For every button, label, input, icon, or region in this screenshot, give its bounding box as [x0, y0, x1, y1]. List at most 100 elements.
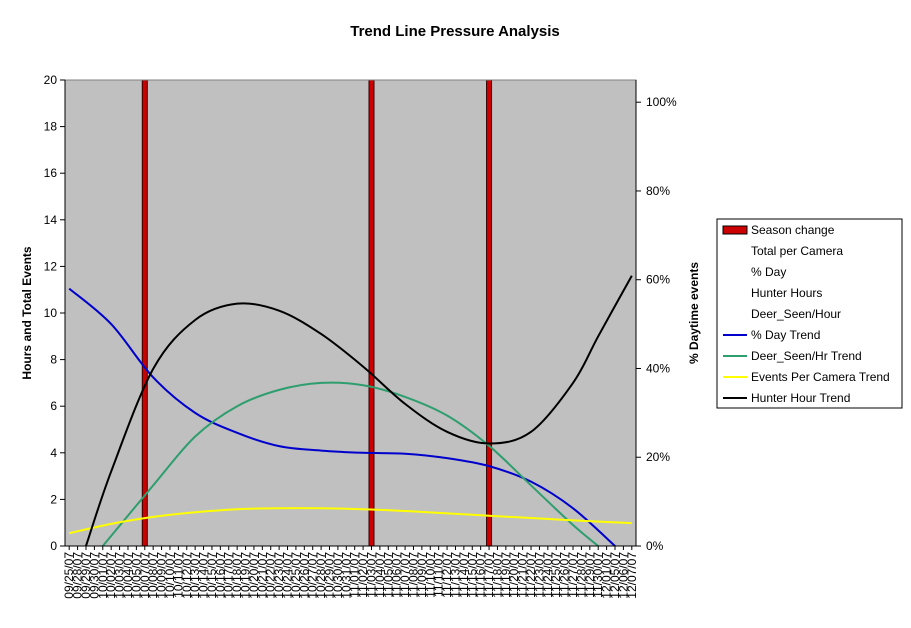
y-tick-label: 6: [50, 399, 57, 413]
y-tick-label: 20: [44, 73, 58, 87]
series-line-hunter-hour-trend: [85, 275, 633, 546]
y2-tick-label: 20%: [646, 450, 670, 464]
x-tick-label: 10/30/07: [331, 552, 345, 599]
y-tick-label: 10: [44, 306, 58, 320]
x-tick-label: 10/16/07: [213, 552, 227, 599]
x-tick-label: 10/18/07: [230, 552, 244, 599]
x-tick-label: 11/05/07: [381, 552, 395, 598]
x-tick-label: 10/19/07: [239, 552, 253, 599]
y2-tick-label: 80%: [646, 184, 670, 198]
legend-label-hunter-hour-trend: Hunter Hour Trend: [751, 391, 850, 405]
legend-label-events-per-camera-trend: Events Per Camera Trend: [751, 370, 890, 384]
x-tick-label: 10/26/07: [297, 552, 311, 599]
y-tick-label: 0: [50, 539, 57, 553]
x-tick-label: 11/03/07: [364, 552, 378, 598]
y-tick-label: 14: [44, 213, 58, 227]
x-tick-label: 11/20/07: [507, 552, 521, 598]
legend-label-season-change: Season change: [751, 223, 835, 237]
x-tick-label: 10/25/07: [289, 552, 303, 599]
x-tick-label: 09/25/07: [62, 552, 76, 599]
chart-title: Trend Line Pressure Analysis: [350, 23, 560, 40]
x-tick-label: 10/07/07: [138, 552, 152, 599]
x-tick-label: 10/20/07: [247, 552, 261, 599]
x-tick-label: 11/26/07: [558, 552, 572, 598]
x-tick-label: 12/06/07: [616, 552, 630, 599]
x-tick-label: 11/23/07: [532, 552, 546, 598]
x-tick-label: 10/21/07: [255, 552, 269, 599]
x-tick-label: 10/28/07: [314, 552, 328, 599]
x-tick-label: 10/15/07: [205, 552, 219, 599]
y2-tick-label: 60%: [646, 273, 670, 287]
y-tick-label: 8: [50, 353, 57, 367]
x-tick-label: 11/30/07: [591, 552, 605, 598]
x-tick-label: 11/17/07: [482, 552, 496, 598]
x-tick-label: 11/01/07: [348, 552, 362, 598]
season-change-bar: [141, 79, 148, 547]
x-tick-label: 10/02/07: [104, 552, 118, 599]
x-tick-label: 09/30/07: [87, 552, 101, 599]
x-tick-label: 10/11/07: [171, 552, 185, 598]
x-tick-label: 11/07/07: [398, 552, 412, 598]
series-line-deer-seen-hr-trend: [102, 381, 599, 546]
x-tick-label: 10/01/07: [96, 552, 110, 599]
x-tick-label: 09/29/07: [79, 552, 93, 599]
y2-axis-title: % Daytime events: [687, 262, 701, 364]
x-tick-label: 10/12/07: [180, 552, 194, 599]
legend-label--day-trend: % Day Trend: [751, 328, 820, 342]
x-tick-label: 10/17/07: [222, 552, 236, 599]
y-tick-label: 2: [50, 492, 57, 506]
series-line--day-trend: [68, 287, 616, 546]
y2-tick-label: 100%: [646, 95, 677, 109]
x-tick-label: 11/06/07: [390, 552, 404, 598]
x-tick-label: 11/10/07: [423, 552, 437, 598]
x-tick-label: 10/09/07: [155, 552, 169, 599]
series-line-events-per-camera-trend: [68, 507, 632, 535]
x-tick-label: 12/05/07: [608, 552, 622, 599]
legend-label-hunter-hours: Hunter Hours: [751, 286, 822, 300]
x-tick-label: 10/08/07: [146, 552, 160, 599]
legend-label-deer-seen-hour: Deer_Seen/Hour: [751, 307, 841, 321]
x-tick-label: 10/31/07: [339, 552, 353, 599]
y-tick-label: 16: [44, 166, 58, 180]
x-tick-label: 11/04/07: [373, 552, 387, 598]
legend-label-total-per-camera: Total per Camera: [751, 244, 843, 258]
x-tick-label: 11/12/07: [440, 552, 454, 598]
x-tick-label: 12/01/07: [600, 552, 614, 599]
y-tick-label: 18: [44, 120, 58, 134]
y2-tick-label: 40%: [646, 361, 670, 375]
legend-label--day: % Day: [751, 265, 786, 279]
x-tick-label: 10/14/07: [197, 552, 211, 599]
x-tick-label: 11/18/07: [490, 552, 504, 598]
x-tick-label: 11/08/07: [406, 552, 420, 598]
y-axis-title: Hours and Total Events: [20, 246, 34, 379]
y2-tick-label: 0%: [646, 539, 664, 553]
legend-swatch-season-change: [722, 225, 748, 235]
x-tick-label: 10/10/07: [163, 552, 177, 599]
x-tick-label: 11/15/07: [465, 552, 479, 598]
x-tick-label: 10/23/07: [272, 552, 286, 599]
x-tick-label: 10/04/07: [121, 552, 135, 599]
x-tick-label: 10/05/07: [129, 552, 143, 599]
x-tick-label: 11/29/07: [583, 552, 597, 598]
plot-area: [65, 80, 636, 546]
x-tick-label: 11/19/07: [499, 552, 513, 598]
x-tick-label: 11/02/07: [356, 552, 370, 598]
x-tick-label: 11/22/07: [524, 552, 538, 598]
x-tick-label: 11/13/07: [448, 552, 462, 598]
x-tick-label: 11/25/07: [549, 552, 563, 598]
x-tick-label: 10/27/07: [306, 552, 320, 599]
season-change-bar: [486, 79, 493, 547]
legend-label-deer-seen-hr-trend: Deer_Seen/Hr Trend: [751, 349, 862, 363]
season-change-bar: [368, 79, 375, 547]
x-tick-label: 11/14/07: [457, 552, 471, 598]
x-tick-label: 11/28/07: [574, 552, 588, 598]
x-tick-label: 10/29/07: [323, 552, 337, 599]
x-tick-label: 11/09/07: [415, 552, 429, 598]
x-tick-label: 10/24/07: [281, 552, 295, 599]
y-tick-label: 12: [44, 259, 58, 273]
x-tick-label: 10/13/07: [188, 552, 202, 599]
legend: Season change Total per Camera % Day Hunter…: [716, 218, 903, 409]
x-tick-label: 11/21/07: [516, 552, 530, 598]
